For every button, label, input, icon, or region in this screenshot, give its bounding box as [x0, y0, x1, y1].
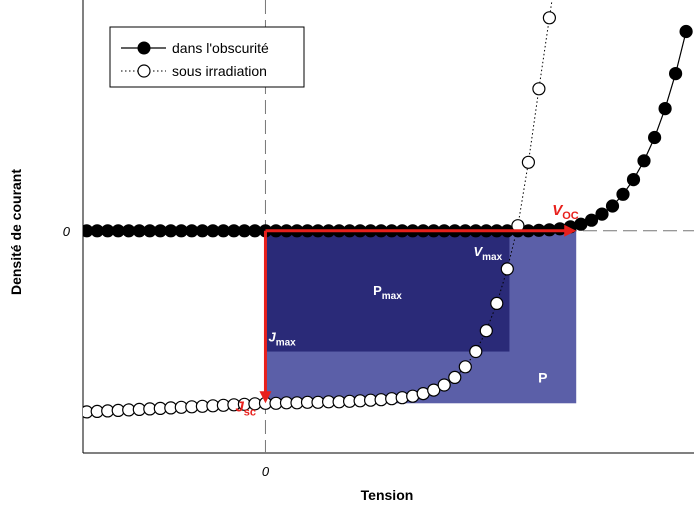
y-axis-title: Densité de courant [8, 169, 24, 295]
series-point-0-45 [553, 222, 567, 236]
voc-label: VOC [552, 202, 579, 222]
series-point-0-53 [637, 154, 651, 168]
jsc-label-main: J [235, 398, 244, 415]
series-point-0-56 [668, 66, 683, 81]
jmax-label: Jmax [268, 330, 296, 349]
jmax-label-main: J [268, 330, 276, 345]
series-point-0-50 [605, 199, 620, 213]
x-axis-title: Tension [361, 487, 414, 503]
arrow-layer [259, 224, 577, 404]
max-power-rectangle [265, 230, 510, 352]
legend-dark-label: dans l'obscurité [172, 40, 269, 56]
series-point-0-49 [595, 207, 609, 221]
series-point-0-48 [584, 213, 599, 227]
pmax-label-sub: max [382, 291, 402, 302]
series-point-1-37 [469, 344, 483, 359]
series-point-0-57 [679, 24, 693, 39]
jsc-label: Jsc [235, 398, 256, 418]
series-point-0-55 [658, 101, 672, 116]
series-point-0-51 [616, 187, 630, 201]
legend-dark-marker [137, 41, 151, 55]
pmax-label: Pmax [373, 283, 402, 302]
series-point-1-42 [521, 155, 536, 169]
series-point-0-54 [647, 130, 662, 145]
series-point-1-38 [479, 324, 493, 338]
series-point-1-34 [437, 378, 451, 392]
series-point-1-33 [427, 383, 441, 397]
x-tick-label: 0 [262, 464, 270, 479]
series-point-1-39 [490, 296, 504, 310]
series-point-1-43 [532, 82, 546, 96]
vmax-label-sub: max [482, 252, 502, 263]
series-point-1-36 [458, 360, 472, 374]
voltage-arrowhead [564, 224, 577, 237]
series-point-1-40 [500, 262, 514, 276]
y-tick-label: 0 [63, 224, 71, 239]
current-arrowhead [259, 391, 272, 404]
pmax-label-main: P [373, 283, 382, 298]
voc-label-main: V [552, 202, 564, 219]
voc-label-sub: OC [562, 210, 579, 222]
series-point-0-52 [626, 173, 641, 187]
jmax-label-sub: max [276, 338, 296, 349]
legend-light-label: sous irradiation [172, 63, 267, 79]
p-label: P [538, 369, 547, 385]
legend: dans l'obscurité sous irradiation [109, 26, 305, 88]
vmax-label-main: V [473, 244, 483, 259]
vmax-label: Vmax [473, 244, 502, 263]
series-point-1-35 [448, 370, 462, 384]
series-point-1-44 [542, 11, 557, 25]
legend-light-marker [137, 64, 151, 78]
jsc-label-sub: sc [244, 406, 256, 418]
